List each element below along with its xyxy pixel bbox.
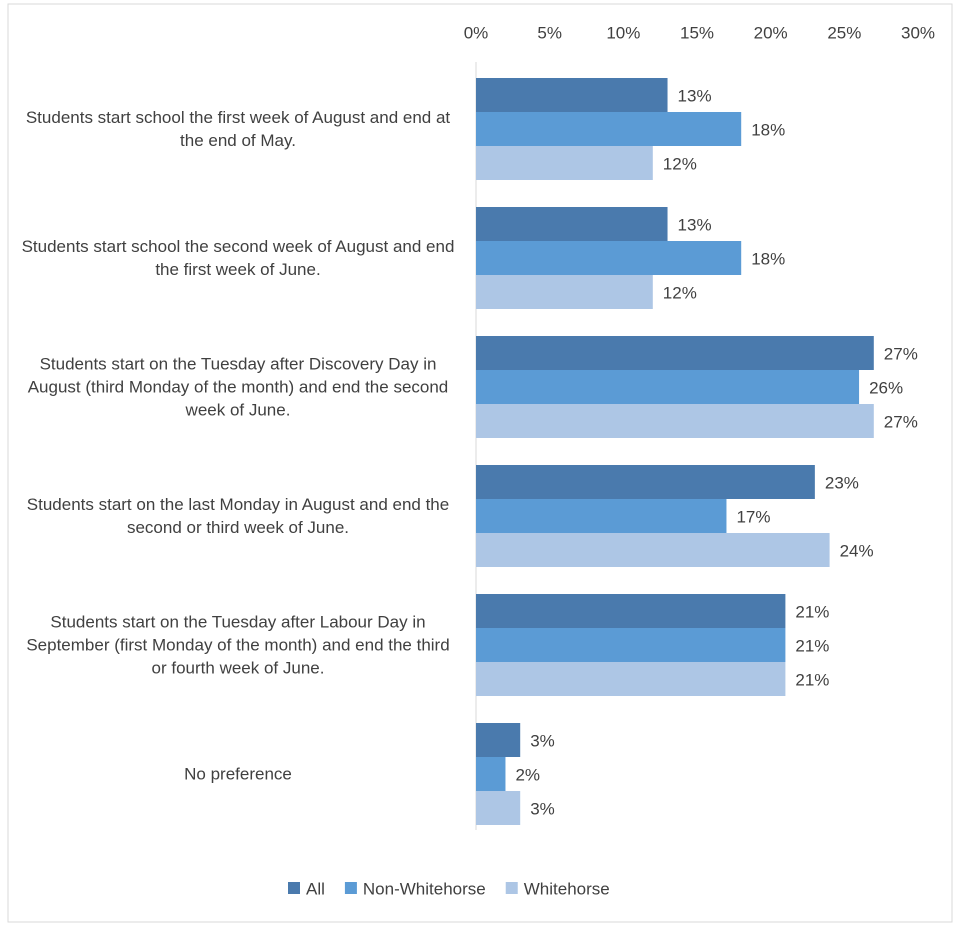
bar (476, 533, 830, 567)
category-label: Students start school the first week of … (25, 108, 451, 150)
bar (476, 757, 506, 791)
data-label: 13% (678, 215, 712, 234)
bar (476, 465, 815, 499)
x-tick-label: 0% (464, 23, 489, 42)
data-label: 18% (751, 120, 785, 139)
legend-swatch (344, 882, 357, 894)
legend-swatch (288, 882, 300, 894)
x-tick-label: 20% (754, 23, 788, 42)
data-label: 21% (795, 636, 829, 655)
bar (476, 628, 786, 662)
bar (476, 241, 742, 275)
bar (476, 336, 874, 370)
bar (476, 275, 653, 309)
bar (476, 499, 727, 533)
bar (476, 78, 668, 112)
bar (476, 207, 668, 241)
legend-label: Whitehorse (524, 879, 610, 898)
x-tick-label: 10% (606, 23, 640, 42)
data-label: 26% (869, 378, 903, 397)
x-tick-label: 25% (827, 23, 861, 42)
data-label: 27% (884, 412, 918, 431)
data-label: 17% (736, 507, 770, 526)
legend-label: Non-Whitehorse (363, 879, 486, 898)
data-label: 13% (678, 86, 712, 105)
category-label: No preference (184, 764, 292, 784)
data-label: 12% (663, 154, 697, 173)
data-label: 3% (530, 731, 555, 750)
bar (476, 662, 786, 696)
bar (476, 146, 653, 180)
data-label: 18% (751, 249, 785, 268)
data-label: 12% (663, 283, 697, 302)
bar (476, 594, 786, 628)
category-label: Students start on the Tuesday after Disc… (27, 354, 449, 420)
chart-frame (7, 3, 953, 923)
bar (476, 112, 742, 146)
category-label: Students start school the second week of… (21, 237, 455, 279)
x-tick-label: 30% (901, 23, 935, 42)
data-label: 3% (530, 799, 555, 818)
data-label: 27% (884, 344, 918, 363)
category-label: Students start on the last Monday in Aug… (26, 495, 450, 537)
bar (476, 791, 521, 825)
legend-label: All (306, 879, 325, 898)
bar (476, 404, 874, 438)
bar (476, 370, 860, 404)
category-label: Students start on the Tuesday after Labo… (26, 612, 450, 678)
x-tick-label: 15% (680, 23, 714, 42)
data-label: 21% (795, 602, 829, 621)
data-label: 2% (515, 765, 540, 784)
data-label: 23% (825, 473, 859, 492)
data-label: 24% (840, 541, 874, 560)
bar (476, 723, 521, 757)
legend-swatch (505, 882, 518, 894)
x-tick-label: 5% (537, 23, 562, 42)
data-label: 21% (795, 670, 829, 689)
